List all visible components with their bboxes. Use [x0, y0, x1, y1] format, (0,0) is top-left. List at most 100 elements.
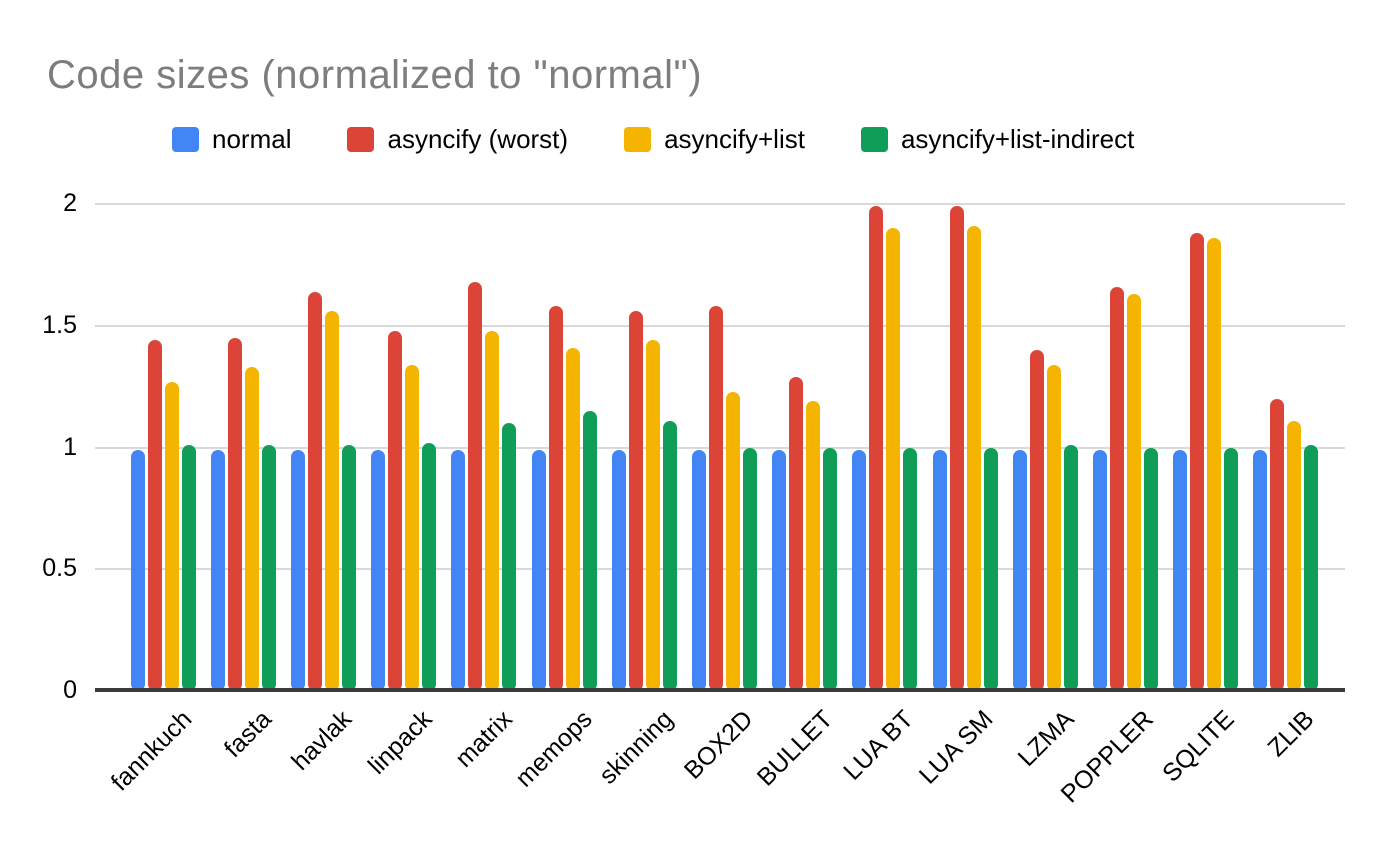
x-axis-label-fannkuch: fannkuch [105, 705, 197, 797]
x-axis-label-sqlite: SQLITE [1156, 705, 1240, 788]
bar-asyncify-list-indirect-linpack [422, 442, 437, 691]
bar-asyncify-list-lua-bt [886, 228, 901, 691]
legend-item-normal: normal [172, 124, 291, 155]
bar-asyncify-worst--poppler [1109, 286, 1124, 691]
bar-asyncify-list-indirect-poppler [1143, 447, 1158, 691]
bar-group-lzma [1005, 204, 1085, 691]
bar-normal-poppler [1092, 449, 1107, 691]
bar-asyncify-worst--fannkuch [147, 340, 162, 691]
bar-asyncify-worst--bullet [789, 376, 804, 691]
bar-normal-lua-bt [852, 449, 867, 691]
bar-normal-fasta [210, 449, 225, 691]
bar-asyncify-list-box2d [725, 391, 740, 691]
x-axis-label-skinning: skinning [593, 705, 679, 790]
legend-item-asyncify-list: asyncify+list [624, 124, 805, 155]
bar-group-skinning [604, 204, 684, 691]
y-tick-label-0: 0 [63, 676, 77, 704]
bar-asyncify-list-matrix [485, 330, 500, 691]
legend-label: normal [212, 124, 292, 154]
bar-asyncify-list-memops [565, 347, 580, 691]
bar-asyncify-list-fannkuch [164, 381, 179, 691]
x-axis-label-lua-sm: LUA SM [914, 705, 999, 790]
chart-legend: normal asyncify (worst) asyncify+list async… [172, 124, 1134, 155]
x-axis-label-zlib: ZLIB [1262, 705, 1320, 763]
bar-group-sqlite [1166, 204, 1246, 691]
bar-group-havlak [283, 204, 363, 691]
bar-group-bullet [765, 204, 845, 691]
bar-asyncify-list-lua-sm [966, 225, 981, 691]
legend-swatch-icon [172, 127, 199, 152]
bar-asyncify-list-indirect-havlak [341, 445, 356, 691]
legend-item-asyncify-list-indirect: asyncify+list-indirect [860, 124, 1135, 155]
bar-normal-linpack [371, 449, 386, 691]
x-axis-label-havlak: havlak [286, 705, 358, 776]
x-axis-label-linpack: linpack [362, 705, 438, 780]
bars-area [123, 204, 1326, 691]
bar-asyncify-worst--fasta [227, 337, 242, 691]
bar-asyncify-list-skinning [645, 340, 660, 691]
bar-group-fasta [203, 204, 283, 691]
bar-asyncify-worst--memops [548, 306, 563, 691]
bar-asyncify-worst--matrix [468, 281, 483, 691]
bar-asyncify-worst--zlib [1270, 398, 1285, 691]
bar-asyncify-list-indirect-fannkuch [181, 445, 196, 691]
y-tick-label-1: 1 [63, 432, 77, 461]
bar-asyncify-list-indirect-skinning [662, 420, 677, 691]
legend-label: asyncify+list-indirect [900, 124, 1135, 154]
bar-asyncify-list-linpack [405, 364, 420, 691]
x-axis-label-matrix: matrix [449, 705, 518, 773]
legend-label: asyncify (worst) [387, 124, 569, 154]
x-axis-label-box2d: BOX2D [678, 705, 759, 785]
gridline-2 [95, 203, 1345, 205]
bar-normal-bullet [772, 449, 787, 691]
bar-group-box2d [684, 204, 764, 691]
bar-asyncify-list-indirect-sqlite [1224, 447, 1239, 691]
x-axis-label-memops: memops [510, 705, 598, 793]
bar-asyncify-list-indirect-memops [582, 410, 597, 691]
bar-asyncify-worst--linpack [388, 330, 403, 691]
bar-asyncify-worst--lua-sm [949, 206, 964, 691]
bar-normal-lzma [1012, 449, 1027, 691]
bar-asyncify-list-indirect-fasta [261, 445, 276, 691]
bar-normal-skinning [611, 449, 626, 691]
bar-asyncify-list-bullet [806, 401, 821, 691]
legend-swatch-icon [624, 127, 652, 152]
bar-normal-memops [531, 449, 546, 691]
bar-normal-fannkuch [130, 449, 145, 691]
bar-asyncify-list-poppler [1126, 294, 1141, 691]
bar-normal-lua-sm [932, 449, 947, 691]
bar-group-lua-bt [845, 204, 925, 691]
x-axis-baseline [95, 688, 1345, 692]
plot-area: 0 0.5 1 1.5 2 fannkuch fasta havlak linpack matri… [42, 189, 1345, 808]
bar-group-zlib [1246, 204, 1326, 691]
y-tick-label-1.5: 1.5 [42, 310, 77, 339]
legend-swatch-icon [860, 127, 888, 152]
bar-group-memops [524, 204, 604, 691]
chart-title: Code sizes (normalized to "normal") [47, 53, 703, 97]
bar-asyncify-list-fasta [244, 367, 259, 691]
bar-asyncify-worst--havlak [307, 291, 322, 691]
bar-normal-box2d [691, 449, 706, 691]
legend-label: asyncify+list [664, 124, 805, 154]
bar-asyncify-list-lzma [1046, 364, 1061, 691]
bar-group-poppler [1085, 204, 1165, 691]
bar-asyncify-worst--sqlite [1190, 233, 1205, 691]
bar-normal-zlib [1253, 449, 1268, 691]
bar-asyncify-list-zlib [1287, 420, 1302, 691]
bar-group-matrix [444, 204, 524, 691]
bar-normal-matrix [451, 449, 466, 691]
legend-swatch-icon [347, 127, 375, 152]
x-axis-label-fasta: fasta [218, 705, 278, 764]
x-axis-label-bullet: BULLET [751, 705, 839, 792]
bar-group-linpack [364, 204, 444, 691]
y-tick-label-2: 2 [63, 189, 77, 217]
bar-asyncify-list-indirect-lua-sm [983, 447, 998, 691]
bar-normal-havlak [290, 449, 305, 691]
legend-item-asyncify-worst-: asyncify (worst) [347, 124, 568, 155]
bar-group-lua-sm [925, 204, 1005, 691]
bar-group-fannkuch [123, 204, 203, 691]
y-tick-label-0.5: 0.5 [42, 554, 77, 583]
bar-normal-sqlite [1173, 449, 1188, 691]
bar-asyncify-worst--box2d [708, 306, 723, 691]
